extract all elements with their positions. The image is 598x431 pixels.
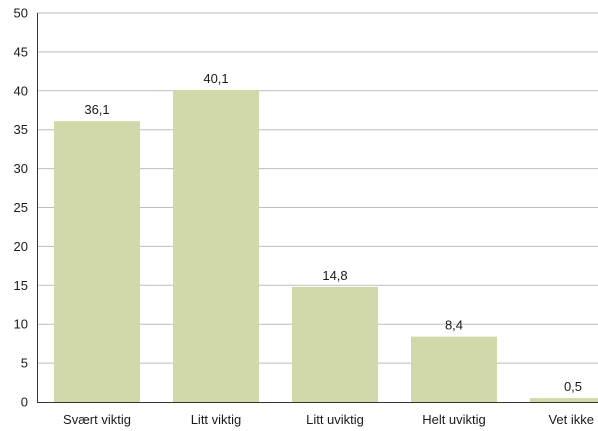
y-tick-label: 45 [14,44,28,59]
y-tick-label: 25 [14,200,28,215]
data-label: 14,8 [322,268,347,283]
x-tick-label: Vet ikke [548,412,594,427]
bar [292,286,378,402]
data-label: 0,5 [564,379,582,394]
y-tick-label: 15 [14,278,28,293]
y-tick-label: 5 [21,356,28,371]
axes [37,13,598,403]
y-tick-label: 10 [14,317,28,332]
x-tick-label: Helt uviktig [422,412,486,427]
x-tick-label: Litt viktig [191,412,242,427]
x-axis-ticks: Svært viktig Litt viktig Litt uviktig Helt … [63,412,594,427]
y-tick-label: 50 [14,6,28,21]
y-tick-label: 30 [14,161,28,176]
y-tick-label: 20 [14,239,28,254]
y-tick-label: 35 [14,122,28,137]
y-tick-label: 40 [14,83,28,98]
y-axis-ticks: 0 5 10 15 20 25 30 35 40 45 50 [14,6,28,410]
data-labels: 36,1 40,1 14,8 8,4 0,5 [84,71,582,394]
data-label: 36,1 [84,102,109,117]
bar [530,398,598,402]
bar [173,90,259,402]
bar [411,336,497,402]
y-tick-label: 0 [21,395,28,410]
bars [54,90,598,402]
data-label: 40,1 [203,71,228,86]
bar [54,121,140,402]
x-tick-label: Litt uviktig [306,412,364,427]
data-label: 8,4 [445,318,463,333]
x-tick-label: Svært viktig [63,412,131,427]
